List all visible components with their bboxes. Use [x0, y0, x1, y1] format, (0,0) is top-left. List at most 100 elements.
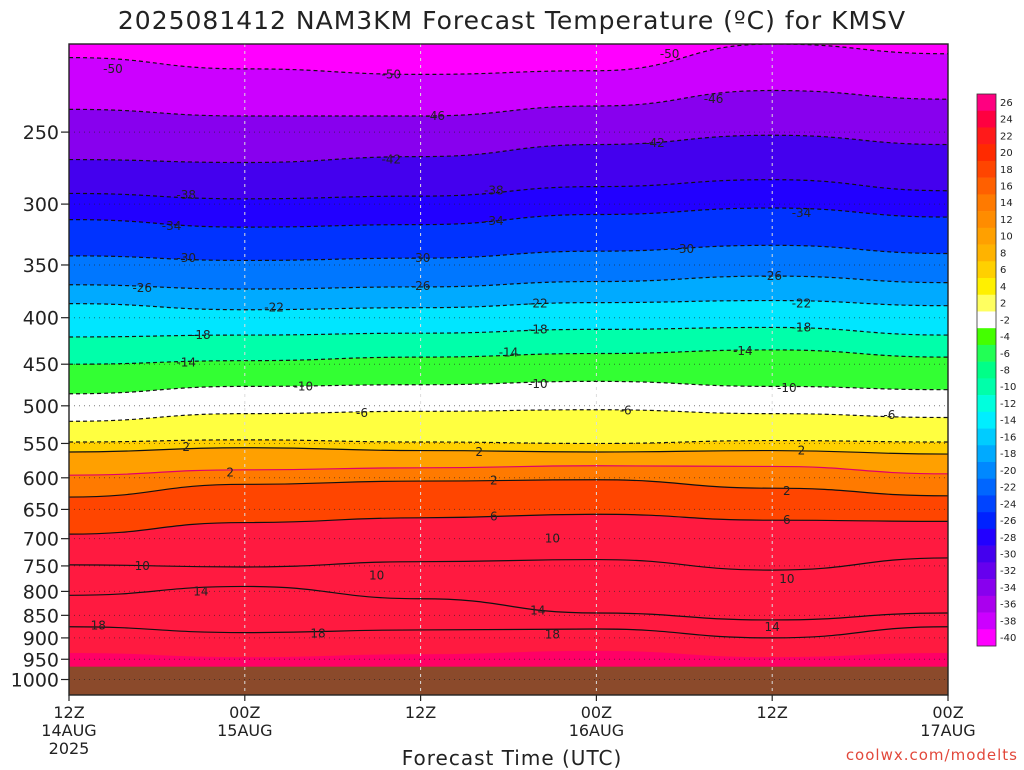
colorbar-label: -30 — [1000, 550, 1016, 561]
y-tick-label: 450 — [23, 354, 59, 376]
colorbar-cell — [977, 361, 996, 379]
colorbar-cell — [977, 278, 996, 296]
contour-label: -6 — [356, 406, 368, 420]
colorbar-cell — [977, 261, 996, 279]
x-tick-date: 14AUG — [41, 721, 96, 740]
colorbar-label: -4 — [1000, 332, 1010, 343]
contour-line — [69, 349, 948, 365]
colorbar-label: -38 — [1000, 616, 1016, 627]
y-tick-label: 900 — [23, 628, 59, 650]
colorbar-cell — [977, 177, 996, 195]
contour-label: -18 — [792, 320, 812, 334]
contour-line — [69, 207, 948, 228]
colorbar-label: -26 — [1000, 516, 1016, 527]
colorbar-cell — [977, 244, 996, 262]
contour-label: -50 — [660, 47, 680, 61]
y-tick-label: 1000 — [11, 670, 59, 692]
contour-label: -30 — [176, 251, 196, 265]
colorbar-cell — [977, 194, 996, 212]
x-tick-date: 17AUG — [920, 721, 975, 740]
colorbar-cell — [977, 579, 996, 597]
colorbar-cell — [977, 562, 996, 580]
colorbar-cell — [977, 294, 996, 312]
contour-label: -22 — [264, 301, 284, 315]
contour-label: 6 — [783, 513, 791, 527]
watermark: coolwx.com/modelts — [845, 746, 1018, 764]
colorbar-cell — [977, 328, 996, 346]
colorbar-cell — [977, 445, 996, 463]
y-tick-label: 800 — [23, 581, 59, 603]
y-tick-label: 850 — [23, 605, 59, 627]
colorbar-cell — [977, 160, 996, 178]
colorbar-cell — [977, 528, 996, 546]
x-tick-label: 12Z — [405, 703, 436, 722]
colorbar-label: -18 — [1000, 449, 1016, 460]
contour-label: -34 — [484, 214, 504, 228]
contour-label: 6 — [490, 510, 498, 524]
x-tick-label: 12Z — [757, 703, 788, 722]
contour-label: 18 — [91, 618, 106, 632]
contour-label: -38 — [176, 188, 196, 202]
contour-label: -46 — [425, 109, 445, 123]
contour-label: -42 — [645, 136, 665, 150]
contour-label: -26 — [411, 279, 431, 293]
plot-frame — [68, 43, 949, 696]
colorbar-cell — [977, 211, 996, 229]
temperature-bands — [69, 44, 948, 695]
contour-line — [69, 179, 948, 200]
contour-label: -22 — [792, 297, 812, 311]
x-tick-year: 2025 — [49, 739, 90, 758]
contour-label: -30 — [411, 251, 431, 265]
contour-line — [69, 465, 948, 476]
contour-label: -22 — [528, 297, 548, 311]
y-tick-label: 250 — [23, 122, 59, 144]
contour-line — [69, 626, 948, 639]
contour-line — [69, 409, 948, 422]
colorbar-label: 18 — [1000, 165, 1013, 176]
contour-label: -10 — [294, 379, 314, 393]
y-tick-label: 700 — [23, 529, 59, 551]
colorbar-cell — [977, 378, 996, 396]
contour-label: -6 — [620, 404, 632, 418]
contour-label: 14 — [765, 620, 780, 634]
contour-label: 2 — [182, 440, 190, 454]
x-tick-label: 00Z — [932, 703, 963, 722]
contour-label: 10 — [779, 572, 794, 586]
contour-label: -14 — [499, 346, 519, 360]
contour-label: 18 — [310, 626, 325, 640]
colorbar-cell — [977, 344, 996, 362]
y-tick-label: 400 — [23, 308, 59, 330]
colorbar-label: 6 — [1000, 265, 1006, 276]
pressure-axis: 2503003504004505005506006507007508008509… — [11, 122, 69, 692]
colorbar: 26 24 22 20 18 16 14 12 10 8 6 4 2 -2 -4 -6 -8 -10 -12 -14 -… — [976, 93, 1016, 647]
colorbar-cell — [977, 478, 996, 496]
colorbar-label: -14 — [1000, 416, 1016, 427]
contour-label: -10 — [777, 381, 797, 395]
colorbar-cell — [977, 395, 996, 413]
contour-label: 14 — [193, 584, 208, 598]
contour-label: -46 — [704, 92, 724, 106]
contour-label: -50 — [103, 62, 123, 76]
colorbar-cell — [977, 127, 996, 145]
contour-label: -10 — [528, 377, 548, 391]
x-tick-date: 16AUG — [569, 721, 624, 740]
contour-line — [69, 479, 948, 498]
colorbar-label: -36 — [1000, 600, 1016, 611]
contour-label: -42 — [381, 153, 401, 167]
contour-line — [69, 275, 948, 290]
contour-label: -26 — [132, 281, 152, 295]
colorbar-label: 2 — [1000, 299, 1006, 310]
contour-lines — [69, 44, 948, 639]
colorbar-label: -32 — [1000, 566, 1016, 577]
colorbar-label: -34 — [1000, 583, 1016, 594]
contour-line — [69, 299, 948, 311]
contour-label: 2 — [475, 445, 483, 459]
x-axis-label: Forecast Time (UTC) — [401, 746, 623, 770]
y-tick-label: 500 — [23, 396, 59, 418]
colorbar-cell — [977, 545, 996, 563]
contour-line — [69, 244, 948, 262]
colorbar-frame — [976, 93, 997, 647]
colorbar-label: -6 — [1000, 349, 1010, 360]
colorbar-label: -12 — [1000, 399, 1016, 410]
colorbar-cell — [977, 311, 996, 329]
